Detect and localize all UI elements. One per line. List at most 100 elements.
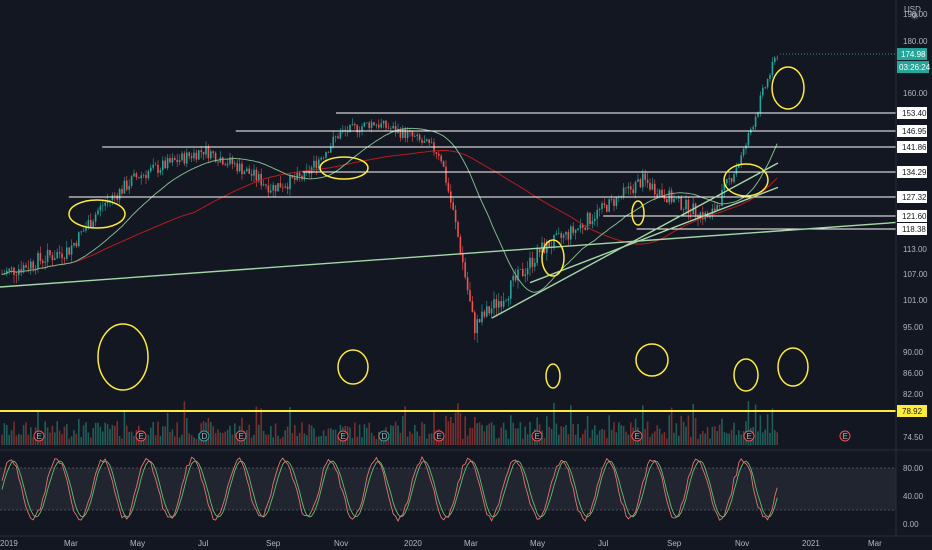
volume-bar [327,428,330,445]
candle [694,202,697,222]
volume-bar [524,426,526,445]
candle [231,155,234,170]
trendline-2[interactable] [491,162,779,319]
time-tick-label: Nov [334,539,348,548]
volume-bar [704,433,706,445]
annotation-circle[interactable] [635,343,669,377]
volume-bar [447,421,450,445]
dividend-marker[interactable]: D [378,430,390,442]
earnings-marker[interactable]: E [135,430,147,442]
annotation-circle[interactable] [337,349,369,385]
time-axis[interactable]: 2019 Mar May Jul Sep Nov 2020 Mar May Jul Sep Nov 20… [0,535,932,548]
candle [740,151,742,169]
candle [661,183,663,197]
volume-bar [481,424,483,445]
volume-bar [301,422,303,445]
candle [776,55,778,61]
candle [22,262,25,274]
earnings-marker[interactable]: E [337,430,349,442]
volume-bar [368,422,370,445]
volume-bar [452,423,454,445]
annotation-circle[interactable] [723,163,769,197]
earnings-marker[interactable]: E [433,430,445,442]
time-tick-label: May [530,539,545,548]
dividend-marker[interactable]: D [198,430,210,442]
volume-bar [488,423,490,445]
volume-bar [615,432,618,445]
trendline-1[interactable] [0,221,897,288]
candle [387,122,390,130]
level-label: 153.40 [902,109,927,118]
volume-bar [514,428,517,445]
settings-icon[interactable]: ⚙ [910,10,920,20]
trendline-3[interactable] [529,186,779,284]
earnings-marker[interactable]: E [235,430,247,442]
volume-bar [219,432,222,445]
volume-bar [44,421,46,445]
candle [414,132,416,138]
annotation-circles[interactable] [68,66,809,392]
candle [61,246,63,266]
volume-bar [610,429,613,445]
volume-bar [166,412,169,445]
candle [176,153,178,168]
time-tick-label: Sep [266,539,281,548]
trendlines[interactable] [0,162,897,319]
candle [466,271,469,295]
volume-bar [142,438,145,445]
earnings-marker[interactable]: E [531,430,543,442]
time-tick-label: Jul [598,539,608,548]
earnings-marker[interactable]: E [839,430,851,442]
candle [279,175,282,188]
candle [409,128,411,137]
annotation-circle[interactable] [733,358,759,392]
candle [20,260,22,277]
annotation-circle[interactable] [545,363,561,389]
earnings-marker[interactable]: E [743,430,755,442]
volume-bar [510,415,512,445]
candle [634,180,637,199]
horizontal-levels[interactable]: 153.40 146.95 141.86 134.29 127.32 121.60 118.… [0,107,927,417]
stochastic-oscillator [0,449,932,522]
volume-bar [193,437,195,445]
annotation-circle[interactable] [777,347,809,387]
candle [133,169,135,177]
annotation-circle[interactable] [97,323,149,391]
candle [567,229,570,246]
volume-bar [58,430,61,445]
candle [320,156,322,162]
candle [642,169,644,192]
volume-bar [296,435,298,445]
earnings-marker[interactable]: E [33,430,45,442]
volume-bar [351,437,354,445]
candle [157,160,159,178]
volume-bar [20,434,22,445]
annotation-circle[interactable] [771,66,805,110]
candle [330,142,332,154]
volume-bar [675,423,678,445]
annotation-circle[interactable] [631,200,645,226]
candle [649,178,651,192]
volume-bar [229,425,231,445]
candle [382,120,385,129]
annotation-circle[interactable] [541,239,565,277]
price-axis[interactable]: 190.00 180.00 160.00 113.00 107.00 101.00 95.0… [780,0,931,536]
volume-bar [570,405,572,445]
volume-bar [711,426,714,445]
volume-bar [294,425,296,445]
volume-bar [270,425,272,445]
volume-bar [133,436,135,445]
candle [375,123,378,129]
earnings-marker[interactable]: E [631,430,643,442]
annotation-circle[interactable] [319,156,369,180]
volume-bar [416,431,418,445]
volume-bar [128,431,130,445]
volume-bar [627,434,630,445]
annotation-circle[interactable] [68,199,126,229]
oscillator-band [0,468,896,510]
candle [78,231,80,248]
volume-bar [740,434,742,445]
candle [385,120,387,132]
